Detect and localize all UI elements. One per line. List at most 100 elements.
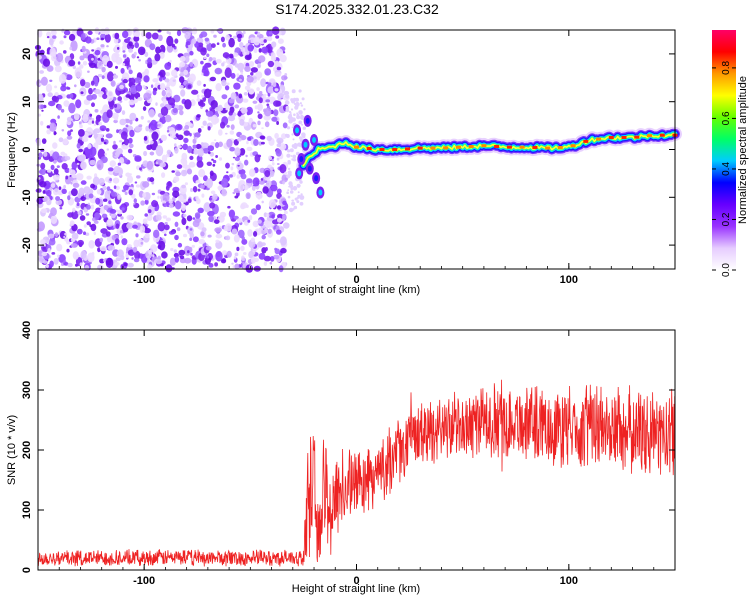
noise-blob — [206, 42, 213, 52]
colorbar-tick-label: 0.4 — [721, 162, 732, 176]
noise-blob — [167, 97, 176, 106]
noise-blob — [261, 46, 269, 54]
transition-blob-core — [318, 189, 323, 196]
noise-blob — [186, 215, 193, 222]
noise-blob — [63, 30, 71, 36]
noise-blob — [234, 147, 241, 156]
noise-blob — [179, 85, 184, 89]
noise-blob — [207, 210, 215, 217]
noise-blob — [143, 135, 148, 141]
noise-blob — [299, 201, 304, 206]
noise-blob — [214, 67, 222, 75]
noise-blob — [79, 64, 84, 69]
noise-blob — [151, 200, 159, 208]
noise-blob — [199, 102, 206, 107]
noise-blob — [166, 149, 172, 155]
noise-blob — [133, 239, 140, 248]
noise-blob — [122, 54, 127, 58]
signal-peak — [354, 145, 359, 149]
signal-peak — [443, 146, 449, 150]
signal-peak — [379, 148, 385, 151]
noise-blob — [169, 257, 176, 266]
noise-blob — [225, 235, 231, 241]
noise-blob — [255, 204, 261, 211]
noise-blob — [100, 37, 104, 41]
noise-blob — [127, 137, 133, 144]
noise-blob — [101, 66, 106, 73]
signal-peak — [583, 139, 589, 143]
noise-blob — [80, 91, 84, 95]
noise-blob — [234, 156, 240, 162]
noise-blob — [285, 134, 290, 138]
transition-blob-core — [303, 141, 308, 148]
noise-blob — [237, 110, 242, 117]
noise-blob — [277, 213, 284, 219]
noise-blob — [187, 84, 192, 89]
noise-blob — [88, 87, 93, 95]
noise-blob — [62, 138, 69, 145]
noise-blob — [301, 97, 305, 101]
noise-blob — [157, 245, 162, 249]
noise-blob — [63, 50, 67, 54]
noise-blob — [113, 185, 117, 190]
noise-blob — [218, 215, 225, 223]
noise-blob — [49, 260, 54, 268]
noise-blob — [240, 245, 245, 252]
noise-blob — [177, 242, 183, 248]
noise-blob — [125, 124, 129, 128]
spectrogram-x-label: Height of straight line (km) — [292, 284, 420, 296]
noise-blob — [155, 102, 158, 106]
noise-blob — [192, 186, 198, 193]
noise-blob — [41, 138, 47, 145]
noise-blob — [266, 225, 270, 229]
noise-blob — [174, 38, 179, 44]
snr-x-ticks: -100 0 100 — [37, 330, 676, 587]
noise-blob — [259, 180, 265, 185]
noise-blob — [252, 100, 258, 104]
noise-blob — [114, 52, 120, 58]
noise-blob — [78, 121, 82, 125]
noise-blob — [267, 228, 272, 234]
noise-blob — [273, 254, 280, 260]
noise-blob — [229, 174, 233, 178]
noise-blob — [244, 65, 251, 72]
noise-blob — [211, 57, 217, 61]
colorbar-tick-label: 0.6 — [721, 111, 732, 125]
noise-blob — [161, 89, 166, 97]
noise-blob — [242, 261, 245, 265]
noise-blob — [50, 215, 58, 224]
noise-blob — [133, 35, 140, 42]
noise-blob — [116, 129, 120, 134]
noise-blob — [122, 50, 126, 53]
noise-blob — [271, 41, 277, 48]
noise-blob — [210, 114, 219, 125]
noise-blob — [183, 198, 187, 203]
noise-blob — [287, 195, 291, 199]
noise-blob — [230, 124, 235, 130]
noise-blob — [196, 198, 201, 205]
noise-blob — [147, 209, 152, 214]
noise-blob — [145, 32, 152, 39]
noise-blob — [128, 99, 135, 106]
noise-blob — [131, 193, 136, 199]
noise-blob — [143, 75, 150, 83]
noise-blob — [97, 264, 104, 271]
noise-blob — [215, 250, 223, 262]
signal-peak — [392, 148, 398, 151]
spectrogram-y-tick-label: 20 — [21, 48, 33, 60]
noise-blob — [279, 92, 285, 99]
noise-blob — [178, 249, 186, 256]
noise-blob — [134, 250, 141, 260]
noise-blob — [197, 128, 202, 133]
snr-x-tick-label: -100 — [133, 575, 155, 587]
noise-blob — [177, 145, 182, 149]
noise-blob — [230, 217, 233, 220]
noise-blob — [56, 243, 63, 252]
noise-blob — [95, 136, 101, 145]
noise-blob — [42, 58, 51, 67]
noise-blob — [149, 43, 156, 51]
noise-blob — [63, 35, 67, 39]
noise-blob — [183, 69, 189, 76]
noise-blob — [68, 59, 76, 67]
noise-blob — [291, 133, 294, 136]
